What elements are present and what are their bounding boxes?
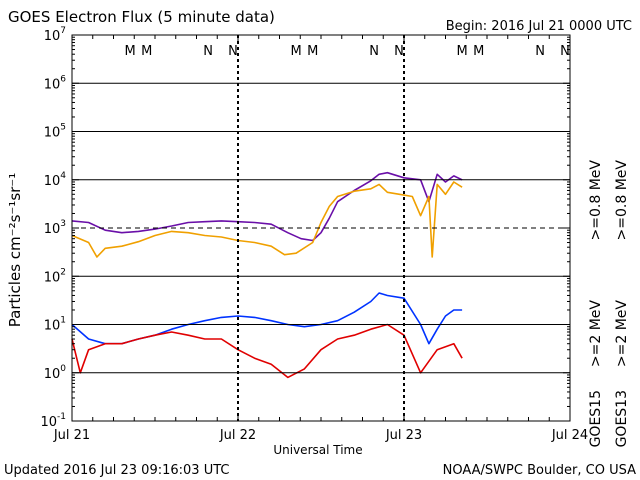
updated-timestamp: Updated 2016 Jul 23 09:16:03 UTC	[4, 463, 229, 478]
y-tick-exponent: -1	[57, 412, 66, 422]
y-tick-exponent: 6	[60, 74, 66, 84]
legend-entry: >=2 MeV	[588, 300, 604, 368]
y-tick-base: 10	[44, 29, 61, 44]
series-line-2	[71, 181, 463, 258]
chart-title: GOES Electron Flux (5 minute data)	[8, 8, 275, 26]
y-tick-label: 106	[44, 74, 67, 92]
legend-entry: GOES15	[588, 390, 604, 447]
y-tick-exponent: 4	[60, 171, 66, 181]
y-tick-base: 10	[44, 77, 61, 92]
y-tick-label: 107	[44, 26, 66, 44]
local-time-marker: M	[456, 44, 467, 59]
y-tick-exponent: 2	[60, 267, 66, 277]
local-time-marker: M	[141, 44, 152, 59]
local-time-marker: N	[369, 44, 379, 59]
y-tick-base: 10	[40, 415, 57, 430]
y-tick-exponent: 7	[60, 26, 66, 36]
local-time-marker: N	[203, 44, 213, 59]
y-tick-exponent: 1	[60, 316, 66, 326]
series-line-4	[71, 323, 463, 379]
y-tick-label: 104	[44, 171, 67, 189]
y-tick-label: 10-1	[40, 412, 66, 430]
y-tick-base: 10	[44, 367, 61, 382]
x-tick-label: Jul 23	[385, 428, 422, 443]
x-tick-label: Jul 21	[53, 428, 90, 443]
right-legend: >=0.8 MeV >=0.8 MeV >=2 MeV >=2 MeV GOES13 GO…	[588, 160, 630, 448]
y-tick-label: 100	[44, 364, 67, 382]
grid-layer	[72, 35, 570, 421]
legend-entry: >=0.8 MeV	[588, 160, 604, 241]
y-tick-base: 10	[44, 126, 61, 141]
y-tick-base: 10	[44, 174, 61, 189]
legend-entry: >=0.8 MeV	[614, 160, 630, 241]
local-time-marker: N	[394, 44, 404, 59]
local-time-marker: M	[473, 44, 484, 59]
y-tick-label: 101	[44, 316, 66, 334]
y-tick-exponent: 3	[60, 219, 66, 229]
y-tick-exponent: 5	[60, 123, 66, 133]
local-time-marker: N	[560, 44, 570, 59]
begin-time-label: Begin: 2016 Jul 21 0000 UTC	[446, 19, 632, 34]
x-tick-label: Jul 22	[219, 428, 256, 443]
series-line-1	[71, 171, 463, 242]
y-axis-label: Particles cm⁻²s⁻¹sr⁻¹	[6, 173, 24, 327]
x-axis-label: Universal Time	[273, 443, 362, 457]
local-time-marker: N	[228, 44, 238, 59]
y-tick-label: 103	[44, 219, 66, 237]
local-time-marker: M	[290, 44, 301, 59]
legend-entry: >=2 MeV	[614, 300, 630, 368]
local-time-marker: N	[535, 44, 545, 59]
y-tick-label: 105	[44, 123, 66, 141]
local-time-marker: M	[307, 44, 318, 59]
series-layer	[71, 171, 463, 379]
credit-label: NOAA/SWPC Boulder, CO USA	[443, 463, 636, 478]
legend-entry: GOES13	[614, 390, 630, 447]
x-tick-label: Jul 24	[551, 428, 588, 443]
y-tick-label: 102	[44, 267, 66, 285]
y-tick-base: 10	[44, 222, 61, 237]
local-time-marker: M	[124, 44, 135, 59]
y-tick-base: 10	[44, 319, 61, 334]
y-tick-base: 10	[44, 270, 61, 285]
y-tick-exponent: 0	[60, 364, 66, 374]
